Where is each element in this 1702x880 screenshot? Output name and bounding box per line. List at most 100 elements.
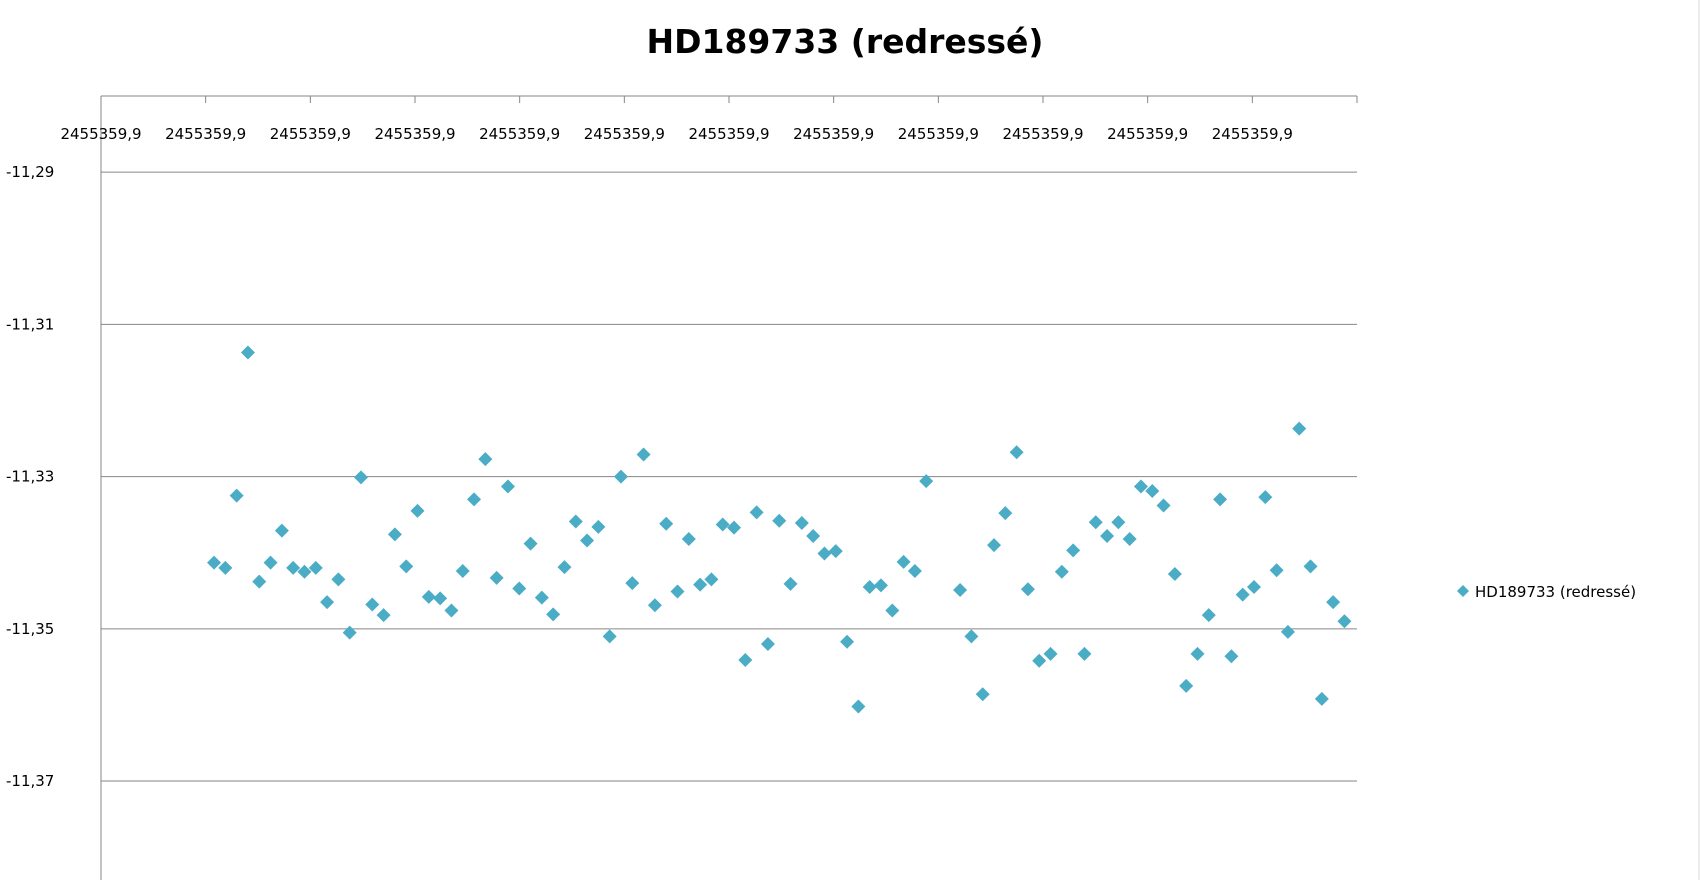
data-point <box>399 559 414 574</box>
data-point <box>1314 691 1329 706</box>
data-point <box>342 625 357 640</box>
data-point <box>1303 559 1318 574</box>
data-point <box>602 629 617 644</box>
data-point <box>455 563 470 578</box>
data-point <box>1190 646 1205 661</box>
x-tick-label: 2455359,9 <box>60 125 141 143</box>
data-point <box>806 528 821 543</box>
x-tick-label: 2455359,9 <box>688 125 769 143</box>
data-point <box>998 506 1013 521</box>
data-point <box>749 505 764 520</box>
data-point <box>331 572 346 587</box>
data-point <box>1156 498 1171 513</box>
data-point <box>489 570 504 585</box>
data-point <box>1326 595 1341 610</box>
data-point <box>1100 528 1115 543</box>
data-point <box>523 536 538 551</box>
data-point <box>1133 479 1148 494</box>
data-point <box>1167 567 1182 582</box>
data-point <box>1145 484 1160 499</box>
x-tick-label: 2455359,9 <box>374 125 455 143</box>
data-point <box>1020 582 1035 597</box>
data-point <box>467 492 482 507</box>
data-point <box>1280 624 1295 639</box>
data-point <box>568 514 583 529</box>
data-point <box>580 533 595 548</box>
data-point <box>365 597 380 612</box>
data-point <box>263 555 278 570</box>
data-point <box>693 577 708 592</box>
data-point <box>500 479 515 494</box>
y-tick-label: -11,35 <box>6 620 54 638</box>
data-point <box>376 608 391 623</box>
data-point <box>760 637 775 652</box>
data-point <box>320 595 335 610</box>
x-tick-label: 2455359,9 <box>1107 125 1188 143</box>
data-point <box>919 474 934 489</box>
data-point <box>353 470 368 485</box>
data-point <box>828 544 843 559</box>
data-point <box>534 590 549 605</box>
data-points <box>207 345 1352 714</box>
data-point <box>591 519 606 534</box>
data-point <box>636 447 651 462</box>
data-point <box>625 576 640 591</box>
x-tick-label: 2455359,9 <box>479 125 560 143</box>
data-point <box>207 555 222 570</box>
legend-diamond-icon <box>1457 585 1469 597</box>
y-tick-label: -11,31 <box>6 315 54 333</box>
data-point <box>1077 646 1092 661</box>
data-point <box>1111 515 1126 530</box>
data-point <box>794 516 809 531</box>
data-point <box>1122 531 1137 546</box>
data-point <box>783 576 798 591</box>
y-tick-label: -11,29 <box>6 163 54 181</box>
data-point <box>1247 579 1262 594</box>
data-point <box>840 634 855 649</box>
data-point <box>681 531 696 546</box>
data-point <box>1213 492 1228 507</box>
data-point <box>478 452 493 467</box>
x-tick-label: 2455359,9 <box>898 125 979 143</box>
y-tick-label: -11,33 <box>6 468 54 486</box>
x-tick-label: 2455359,9 <box>1212 125 1293 143</box>
data-point <box>738 653 753 668</box>
data-point <box>851 699 866 714</box>
data-point <box>1292 421 1307 436</box>
x-tick-label: 2455359,9 <box>165 125 246 143</box>
data-point <box>546 607 561 622</box>
y-tick-label: -11,37 <box>6 772 54 790</box>
data-point <box>975 687 990 702</box>
data-point <box>907 563 922 578</box>
data-point <box>772 513 787 528</box>
data-point <box>613 469 628 484</box>
data-point <box>240 345 255 360</box>
data-point <box>953 582 968 597</box>
data-point <box>862 579 877 594</box>
legend-label: HD189733 (redressé) <box>1475 583 1636 601</box>
gridlines <box>101 171 1357 782</box>
data-point <box>421 589 436 604</box>
data-point <box>433 591 448 606</box>
data-point <box>715 517 730 532</box>
data-point <box>1066 543 1081 558</box>
x-axis-tick-labels: 2455359,9 2455359,9 2455359,9 2455359,9 2455… <box>60 125 1292 143</box>
data-point <box>704 572 719 587</box>
data-point <box>1224 649 1239 664</box>
data-point <box>1337 614 1352 629</box>
data-point <box>218 560 233 575</box>
data-point <box>987 538 1002 553</box>
data-point <box>896 554 911 569</box>
data-point <box>647 598 662 613</box>
data-point <box>1235 587 1250 602</box>
data-point <box>885 603 900 618</box>
chart-title: HD189733 (redressé) <box>646 22 1043 61</box>
x-tick-label: 2455359,9 <box>793 125 874 143</box>
data-point <box>1269 563 1284 578</box>
data-point <box>444 603 459 618</box>
x-tick-label: 2455359,9 <box>584 125 665 143</box>
data-point <box>964 629 979 644</box>
data-point <box>1009 445 1024 460</box>
